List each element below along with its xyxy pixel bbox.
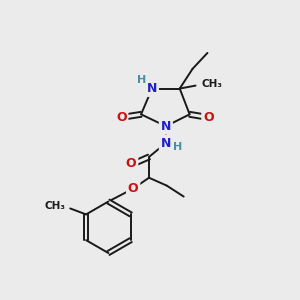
Text: H: H (173, 142, 182, 152)
Text: N: N (161, 120, 171, 133)
Text: CH₃: CH₃ (202, 79, 223, 88)
Text: N: N (161, 136, 171, 150)
Text: O: O (128, 182, 139, 195)
Text: CH₃: CH₃ (44, 202, 65, 212)
Text: O: O (203, 111, 214, 124)
Text: O: O (126, 158, 136, 170)
Text: N: N (147, 82, 157, 95)
Text: H: H (137, 75, 147, 85)
Text: O: O (116, 111, 127, 124)
